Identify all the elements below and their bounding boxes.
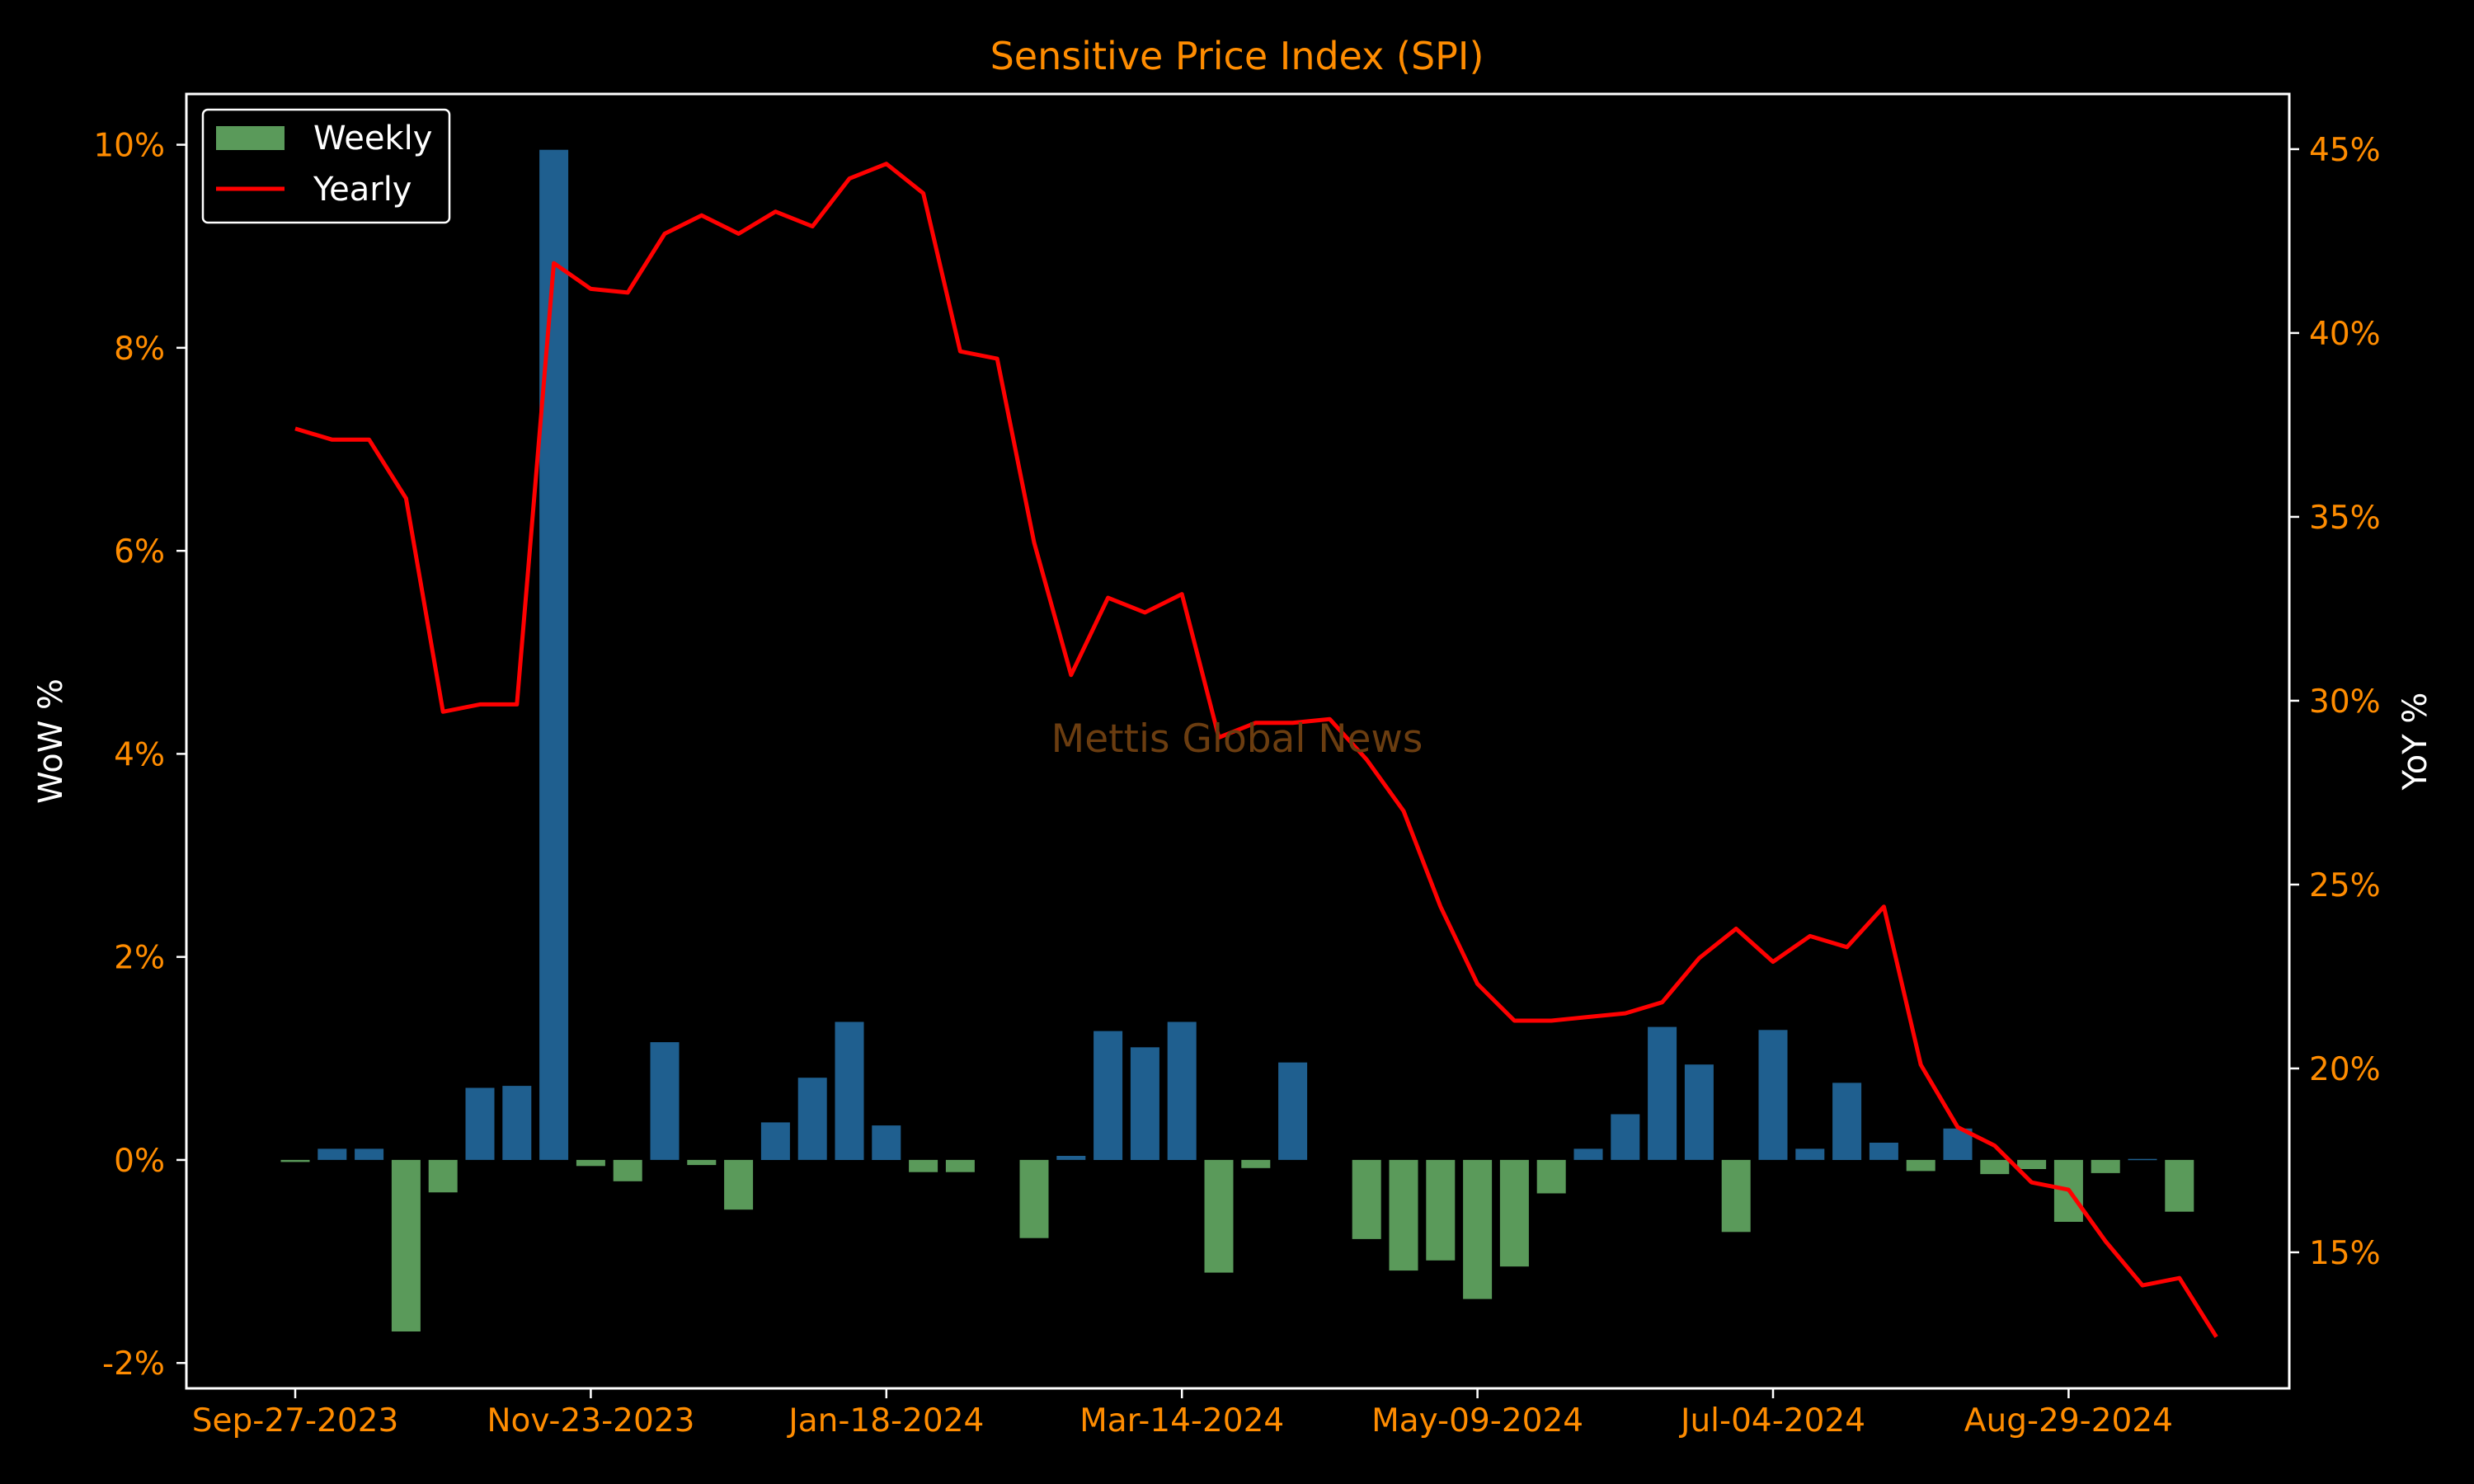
- weekly-bar: [1758, 1030, 1788, 1160]
- x-tick-label: Mar-14-2024: [1079, 1402, 1284, 1439]
- weekly-bar: [613, 1159, 642, 1181]
- weekly-bar: [1426, 1159, 1456, 1261]
- right-tick-label: 25%: [2309, 867, 2381, 904]
- weekly-bar: [687, 1159, 717, 1166]
- weekly-bar: [1795, 1148, 1825, 1160]
- legend: Weekly Yearly: [201, 108, 451, 224]
- weekly-bar: [1832, 1082, 1862, 1160]
- weekly-bar: [1204, 1159, 1234, 1273]
- right-tick-label: 45%: [2309, 132, 2381, 169]
- weekly-bar: [2091, 1159, 2120, 1173]
- weekly-bar: [465, 1087, 495, 1160]
- left-tick-label: 2%: [114, 940, 165, 977]
- left-axis: -2% 0% 2% 4% 6% 8% 10%: [93, 128, 186, 1383]
- weekly-bar: [355, 1148, 384, 1160]
- weekly-bar: [1721, 1159, 1751, 1233]
- weekly-bar: [760, 1122, 790, 1160]
- x-tick-label: May-09-2024: [1371, 1402, 1583, 1439]
- weekly-bar: [391, 1159, 421, 1331]
- weekly-bar: [724, 1159, 754, 1210]
- left-tick-label: 0%: [114, 1143, 165, 1180]
- weekly-bar: [1980, 1159, 2010, 1175]
- right-axis: 15% 20% 25% 30% 35% 40% 45%: [2289, 132, 2381, 1272]
- chart-title: Sensitive Price Index (SPI): [990, 34, 1484, 78]
- weekly-bar: [797, 1078, 827, 1160]
- weekly-bar: [1573, 1148, 1603, 1160]
- weekly-bar: [576, 1159, 605, 1167]
- weekly-bar: [1094, 1031, 1123, 1160]
- weekly-bar: [1278, 1062, 1308, 1160]
- right-tick-label: 40%: [2309, 316, 2381, 353]
- weekly-bar: [1352, 1159, 1381, 1239]
- legend-weekly-swatch: [216, 126, 285, 150]
- weekly-bar: [1241, 1159, 1271, 1168]
- weekly-bar: [1536, 1159, 1566, 1194]
- right-tick-label: 15%: [2309, 1235, 2381, 1272]
- weekly-bar: [1611, 1114, 1640, 1160]
- weekly-bar: [502, 1086, 532, 1160]
- weekly-bar: [2017, 1159, 2047, 1169]
- legend-weekly-label: Weekly: [313, 120, 432, 157]
- weekly-bar: [1019, 1159, 1049, 1238]
- weekly-bar: [1389, 1159, 1418, 1271]
- x-tick-label: Sep-27-2023: [192, 1402, 399, 1439]
- x-tick-label: Aug-29-2024: [1964, 1402, 2173, 1439]
- watermark: Mettis Global News: [1051, 716, 1423, 762]
- left-tick-label: 8%: [114, 331, 165, 368]
- weekly-bar: [2128, 1158, 2157, 1161]
- weekly-bar: [539, 149, 569, 1160]
- weekly-bar: [1463, 1159, 1493, 1299]
- left-axis-label: WoW %: [32, 679, 70, 804]
- right-tick-label: 35%: [2309, 500, 2381, 537]
- weekly-bar: [1056, 1156, 1086, 1160]
- weekly-bar: [872, 1125, 901, 1160]
- weekly-bar: [835, 1021, 864, 1160]
- right-axis-label: YoY %: [2396, 693, 2434, 791]
- weekly-bar: [317, 1148, 347, 1160]
- weekly-bars: [280, 149, 2194, 1331]
- right-tick-label: 30%: [2309, 683, 2381, 721]
- yearly-line: [294, 162, 2218, 1338]
- weekly-bar: [909, 1159, 938, 1172]
- x-axis: Sep-27-2023 Nov-23-2023 Jan-18-2024 Mar-14-…: [192, 1388, 2173, 1439]
- weekly-bar: [2165, 1159, 2194, 1212]
- weekly-bar: [1869, 1143, 1898, 1160]
- x-tick-label: Nov-23-2023: [487, 1402, 694, 1439]
- weekly-bar: [1499, 1159, 1529, 1267]
- left-tick-label: 6%: [114, 533, 165, 571]
- weekly-bar: [650, 1042, 680, 1160]
- weekly-bar: [1167, 1021, 1197, 1160]
- x-tick-label: Jul-04-2024: [1678, 1402, 1865, 1439]
- weekly-bar: [945, 1159, 975, 1172]
- left-tick-label: -2%: [102, 1345, 165, 1383]
- plot-frame: [185, 92, 2291, 1390]
- left-tick-label: 10%: [93, 128, 165, 165]
- right-tick-label: 20%: [2309, 1051, 2381, 1088]
- weekly-bar: [1906, 1159, 1935, 1172]
- legend-yearly-label: Yearly: [313, 171, 412, 209]
- weekly-bar: [428, 1159, 458, 1193]
- weekly-bar: [1684, 1064, 1714, 1160]
- weekly-bar: [280, 1159, 310, 1162]
- left-tick-label: 4%: [114, 736, 165, 773]
- weekly-bar: [1130, 1047, 1159, 1160]
- x-tick-label: Jan-18-2024: [786, 1402, 984, 1439]
- weekly-bar: [1648, 1026, 1677, 1160]
